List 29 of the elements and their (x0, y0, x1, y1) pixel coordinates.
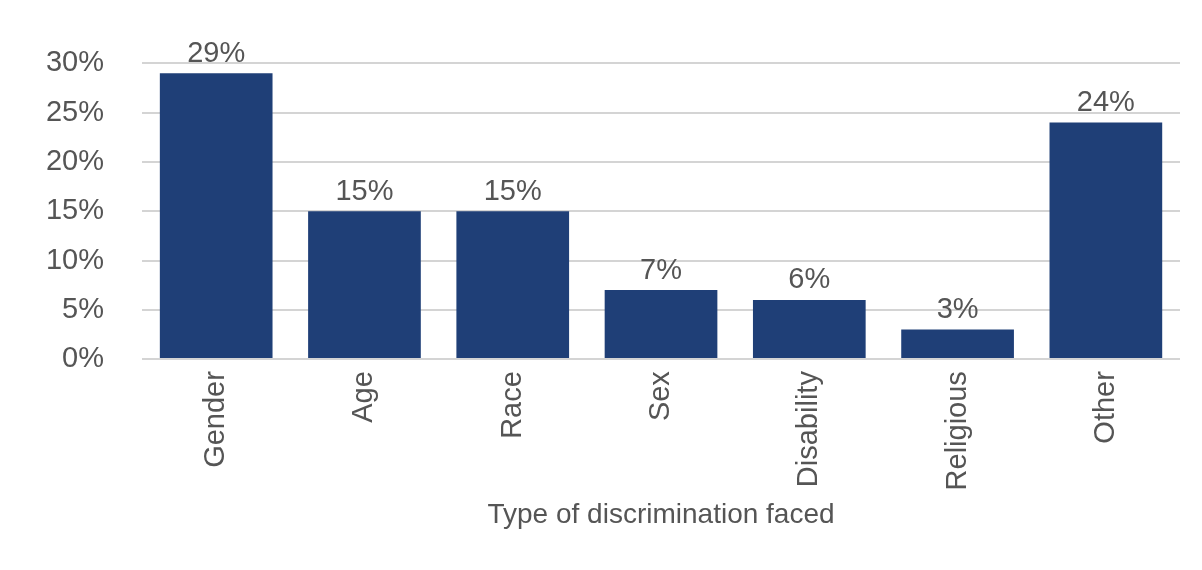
data-label: 6% (788, 262, 831, 295)
data-label: 24% (1076, 85, 1135, 118)
x-axis-title: Type of discrimination faced (487, 497, 835, 529)
y-tick-label: 25% (46, 94, 105, 127)
bar (604, 290, 718, 359)
bar (159, 73, 273, 359)
y-tick-label: 15% (46, 193, 105, 226)
x-tick-label: Other (1087, 370, 1120, 444)
data-label: 29% (187, 35, 246, 68)
y-tick-label: 30% (46, 45, 105, 78)
y-tick-label: 5% (62, 291, 105, 324)
x-tick-label: Religious (939, 371, 972, 491)
data-label: 3% (936, 292, 979, 325)
bar (752, 299, 866, 359)
bar (308, 211, 421, 359)
x-tick-label: Race (494, 371, 527, 439)
y-tick-label: 0% (62, 341, 105, 374)
x-tick-label: Gender (198, 370, 231, 468)
bar (901, 329, 1014, 359)
data-label: 15% (483, 173, 542, 206)
bar (1049, 122, 1163, 359)
y-tick-label: 10% (46, 242, 105, 275)
data-label: 7% (640, 252, 682, 285)
bar (456, 211, 570, 359)
y-tick-label: 20% (46, 143, 105, 176)
x-tick-label: Sex (643, 370, 676, 422)
data-label: 15% (335, 173, 394, 206)
x-tick-label: Age (346, 371, 379, 423)
x-tick-label: Disability (791, 370, 824, 488)
